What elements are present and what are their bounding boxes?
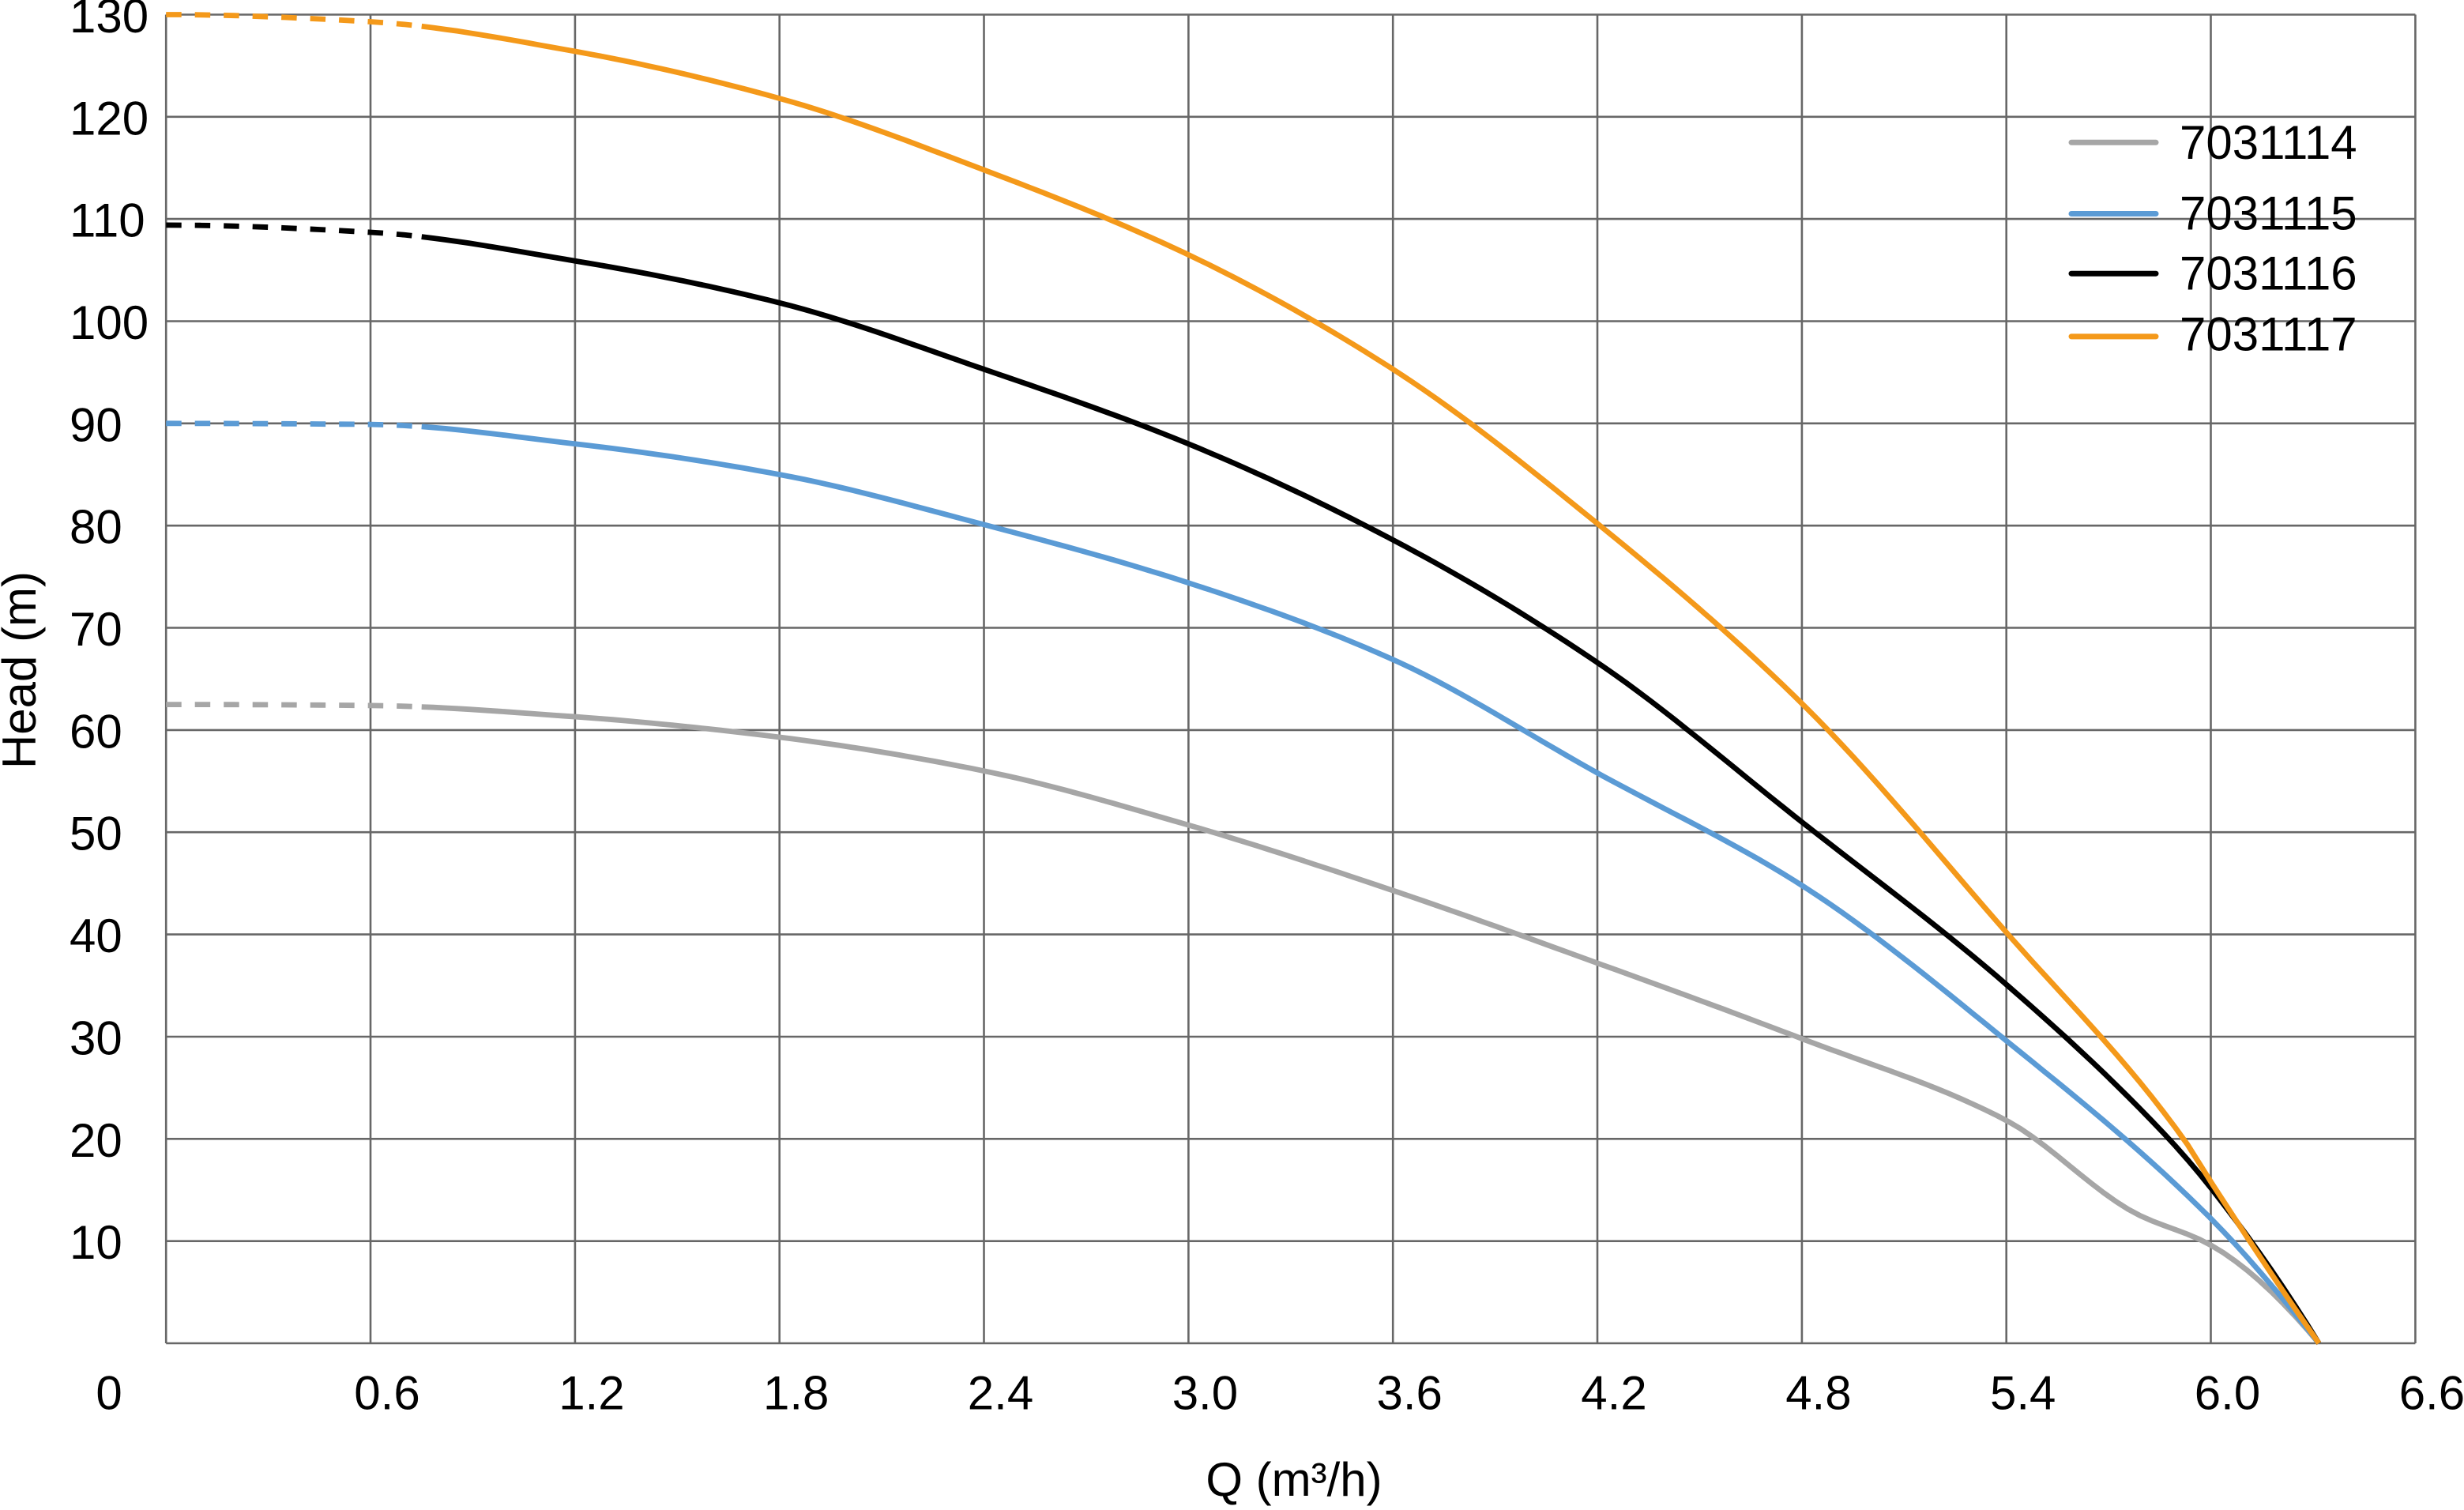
- svg-text:130: 130: [70, 0, 149, 43]
- svg-text:0: 0: [96, 1367, 122, 1420]
- svg-text:60: 60: [70, 705, 122, 758]
- svg-text:0.6: 0.6: [354, 1367, 419, 1420]
- svg-text:20: 20: [70, 1114, 122, 1167]
- svg-text:120: 120: [70, 92, 149, 145]
- svg-text:7031116: 7031116: [2180, 247, 2357, 300]
- svg-text:4.8: 4.8: [1785, 1367, 1851, 1420]
- svg-text:80: 80: [70, 501, 122, 554]
- svg-text:70: 70: [70, 603, 122, 656]
- svg-text:4.2: 4.2: [1581, 1367, 1646, 1420]
- svg-text:7031115: 7031115: [2180, 187, 2357, 240]
- svg-text:50: 50: [70, 808, 122, 860]
- svg-text:1.2: 1.2: [559, 1367, 624, 1420]
- svg-text:5.4: 5.4: [1990, 1367, 2056, 1420]
- svg-text:10: 10: [70, 1216, 122, 1269]
- svg-text:90: 90: [70, 398, 122, 451]
- svg-text:Head (m): Head (m): [0, 571, 46, 769]
- svg-text:1.8: 1.8: [763, 1367, 829, 1420]
- svg-text:3.6: 3.6: [1376, 1367, 1442, 1420]
- svg-text:110: 110: [70, 194, 145, 247]
- svg-text:3.0: 3.0: [1172, 1367, 1238, 1420]
- svg-text:40: 40: [70, 909, 122, 962]
- svg-text:7031117: 7031117: [2180, 308, 2357, 361]
- svg-text:Q (m³/h): Q (m³/h): [1206, 1453, 1382, 1506]
- svg-text:6.6: 6.6: [2399, 1367, 2464, 1420]
- svg-text:7031114: 7031114: [2180, 116, 2357, 169]
- svg-text:100: 100: [70, 296, 149, 349]
- svg-text:2.4: 2.4: [968, 1367, 1033, 1420]
- svg-text:6.0: 6.0: [2195, 1367, 2260, 1420]
- svg-text:30: 30: [70, 1012, 122, 1065]
